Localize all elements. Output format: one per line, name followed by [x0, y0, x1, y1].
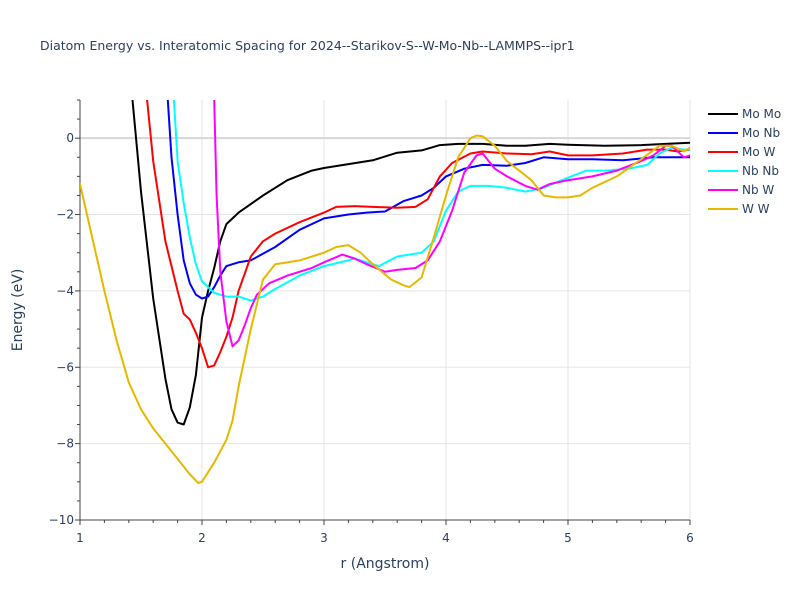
y-axis-label: Energy (eV)	[10, 269, 26, 352]
series-line-mo-nb	[166, 100, 690, 300]
legend-item-mo-nb[interactable]: Mo Nb	[708, 126, 780, 140]
axes	[75, 99, 691, 525]
y-tick-label: 0	[66, 131, 74, 145]
series-line-w-w	[80, 134, 690, 484]
x-tick-label: 5	[564, 531, 572, 545]
legend-label: Nb W	[742, 183, 774, 197]
legend-item-w-w[interactable]: W W	[708, 202, 770, 216]
x-tick-label: 1	[76, 531, 84, 545]
y-tick-label: −10	[49, 513, 74, 527]
legend[interactable]: Mo Mo Mo Nb Mo W Nb Nb Nb W W W	[708, 107, 781, 216]
legend-item-nb-nb[interactable]: Nb Nb	[708, 164, 779, 178]
x-tick-label: 3	[320, 531, 328, 545]
x-tick-label: 6	[686, 531, 694, 545]
legend-item-mo-mo[interactable]: Mo Mo	[708, 107, 781, 121]
tick-labels: 1 2 3 4 5 6 0 −2 −4 −6 −8 −10	[49, 131, 694, 545]
series-lines	[80, 100, 690, 484]
x-tick-label: 4	[442, 531, 450, 545]
x-axis-label: r (Angstrom)	[341, 556, 430, 572]
y-tick-label: −8	[56, 437, 74, 451]
legend-label: Mo W	[742, 145, 776, 159]
series-line-nb-nb	[172, 100, 690, 302]
y-tick-label: −6	[56, 360, 74, 374]
chart-title: Diatom Energy vs. Interatomic Spacing fo…	[40, 38, 575, 53]
series-line-mo-mo	[131, 100, 690, 426]
legend-label: Mo Nb	[742, 126, 780, 140]
legend-label: W W	[742, 202, 770, 216]
legend-label: Mo Mo	[742, 107, 781, 121]
legend-label: Nb Nb	[742, 164, 779, 178]
y-tick-label: −4	[56, 284, 74, 298]
series-line-nb-w	[213, 100, 690, 348]
x-tick-label: 2	[198, 531, 206, 545]
y-tick-label: −2	[56, 208, 74, 222]
legend-item-mo-w[interactable]: Mo W	[708, 145, 776, 159]
series-line-mo-w	[146, 100, 690, 369]
legend-item-nb-w[interactable]: Nb W	[708, 183, 774, 197]
